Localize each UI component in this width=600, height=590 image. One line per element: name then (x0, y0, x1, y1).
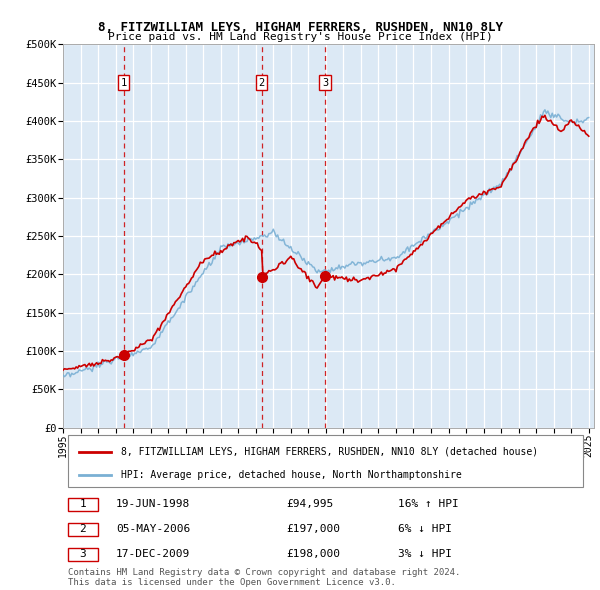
Text: 3% ↓ HPI: 3% ↓ HPI (398, 549, 452, 559)
Text: 1: 1 (121, 78, 127, 87)
Text: 16% ↑ HPI: 16% ↑ HPI (398, 499, 458, 509)
Text: 2: 2 (79, 525, 86, 535)
Text: This data is licensed under the Open Government Licence v3.0.: This data is licensed under the Open Gov… (68, 578, 396, 587)
Text: 17-DEC-2009: 17-DEC-2009 (116, 549, 190, 559)
Text: 8, FITZWILLIAM LEYS, HIGHAM FERRERS, RUSHDEN, NN10 8LY (detached house): 8, FITZWILLIAM LEYS, HIGHAM FERRERS, RUS… (121, 447, 539, 457)
FancyBboxPatch shape (68, 548, 98, 562)
Text: Price paid vs. HM Land Registry's House Price Index (HPI): Price paid vs. HM Land Registry's House … (107, 32, 493, 42)
FancyBboxPatch shape (68, 523, 98, 536)
Text: £197,000: £197,000 (286, 525, 340, 535)
Text: 05-MAY-2006: 05-MAY-2006 (116, 525, 190, 535)
Text: 1: 1 (79, 499, 86, 509)
FancyBboxPatch shape (68, 498, 98, 512)
Text: £94,995: £94,995 (286, 499, 333, 509)
Text: HPI: Average price, detached house, North Northamptonshire: HPI: Average price, detached house, Nort… (121, 470, 462, 480)
Text: 2: 2 (259, 78, 265, 87)
Text: 8, FITZWILLIAM LEYS, HIGHAM FERRERS, RUSHDEN, NN10 8LY: 8, FITZWILLIAM LEYS, HIGHAM FERRERS, RUS… (97, 21, 503, 34)
Text: 3: 3 (322, 78, 328, 87)
FancyBboxPatch shape (68, 435, 583, 487)
Text: £198,000: £198,000 (286, 549, 340, 559)
Text: 3: 3 (79, 549, 86, 559)
Text: Contains HM Land Registry data © Crown copyright and database right 2024.: Contains HM Land Registry data © Crown c… (68, 568, 461, 577)
Text: 19-JUN-1998: 19-JUN-1998 (116, 499, 190, 509)
Text: 6% ↓ HPI: 6% ↓ HPI (398, 525, 452, 535)
